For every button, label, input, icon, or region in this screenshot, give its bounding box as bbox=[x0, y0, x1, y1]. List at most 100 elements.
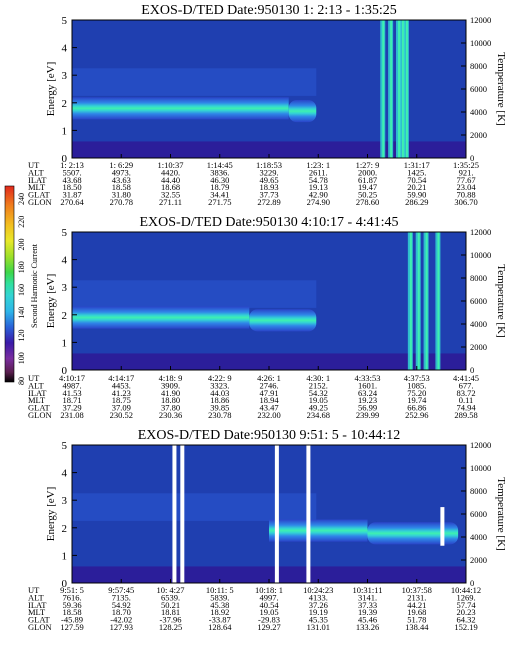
y-tick-label: 1 bbox=[62, 337, 68, 349]
table-cell: 4:14:17 bbox=[108, 373, 134, 383]
y2-tick-label: 12000 bbox=[470, 440, 491, 450]
colorbar-tick-label: 80 bbox=[17, 377, 26, 385]
table-cell: 31.80 bbox=[112, 190, 131, 200]
table-cell: 3141. bbox=[358, 592, 377, 602]
table-cell: 1:31:17 bbox=[404, 160, 430, 170]
table-row-label: GLON bbox=[28, 197, 52, 207]
table-cell: 4973. bbox=[112, 167, 131, 177]
table-cell: 19.13 bbox=[309, 182, 328, 192]
table-cell: -42.02 bbox=[110, 615, 132, 625]
table-cell: 1:27: 9 bbox=[356, 160, 380, 170]
y-axis-label: Energy [eV] bbox=[45, 274, 57, 328]
table-cell: 5507. bbox=[62, 167, 81, 177]
table-cell: 677. bbox=[459, 380, 474, 390]
table-row-label: ALT bbox=[28, 592, 45, 602]
table-cell: 10: 4:27 bbox=[156, 585, 184, 595]
table-cell: 129.27 bbox=[257, 622, 280, 632]
table-row-label: ALT bbox=[28, 380, 45, 390]
table-cell: 230.78 bbox=[208, 410, 231, 420]
energy-spike-core bbox=[409, 232, 412, 370]
table-cell: 1: 2:13 bbox=[60, 160, 84, 170]
table-cell: 128.64 bbox=[208, 622, 232, 632]
panel-1 bbox=[71, 19, 467, 159]
table-row-label: GLON bbox=[28, 410, 52, 420]
table-cell: 1:14:45 bbox=[207, 160, 233, 170]
table-cell: 19.74 bbox=[407, 395, 427, 405]
energy-spike-core bbox=[437, 232, 440, 370]
table-cell: 75.20 bbox=[407, 388, 426, 398]
energy-band bbox=[72, 97, 289, 120]
table-cell: 127.93 bbox=[110, 622, 133, 632]
table-cell: 19.23 bbox=[358, 395, 377, 405]
table-cell: 4997. bbox=[259, 592, 278, 602]
table-cell: 10:24:23 bbox=[303, 585, 333, 595]
panel-title: EXOS-D/TED Date:950130 9:51: 5 - 10:44:1… bbox=[138, 428, 400, 443]
table-cell: 57.74 bbox=[456, 600, 476, 610]
y2-tick-label: 0 bbox=[470, 365, 474, 375]
table-cell: 50.21 bbox=[161, 600, 180, 610]
table-cell: 63.24 bbox=[358, 388, 378, 398]
table-cell: 5839. bbox=[210, 592, 229, 602]
table-cell: 7135. bbox=[112, 592, 131, 602]
table-cell: 286.29 bbox=[405, 197, 428, 207]
table-cell: 3836. bbox=[210, 167, 229, 177]
table-cell: 271.11 bbox=[159, 197, 182, 207]
table-cell: 4:37:53 bbox=[404, 373, 430, 383]
table-cell: 4:33:53 bbox=[355, 373, 381, 383]
y2-tick-label: 4000 bbox=[470, 107, 487, 117]
low-energy-strip bbox=[72, 353, 466, 370]
colorbar-tick-label: 180 bbox=[17, 261, 26, 273]
table-row-label: GLAT bbox=[28, 615, 51, 625]
table-cell: 0.11 bbox=[459, 395, 474, 405]
energy-spike-core bbox=[382, 20, 385, 158]
table-cell: -45.89 bbox=[61, 615, 83, 625]
table-cell: 54.78 bbox=[309, 175, 328, 185]
table-cell: 45.46 bbox=[358, 615, 377, 625]
table-cell: 61.87 bbox=[358, 175, 377, 185]
table-cell: 2611. bbox=[309, 167, 328, 177]
table-cell: 10:11: 5 bbox=[206, 585, 234, 595]
table-cell: 1085. bbox=[407, 380, 426, 390]
panel-2 bbox=[71, 231, 467, 371]
table-cell: 37.73 bbox=[259, 190, 278, 200]
table-cell: 51.78 bbox=[407, 615, 426, 625]
panel-title: EXOS-D/TED Date:950130 4:10:17 - 4:41:45 bbox=[140, 215, 399, 230]
table-cell: 239.99 bbox=[356, 410, 379, 420]
colorbar-tick-label: 220 bbox=[17, 216, 26, 228]
y-tick-label: 1 bbox=[62, 550, 68, 562]
table-cell: 4:41:45 bbox=[453, 373, 479, 383]
table-row-label: GLAT bbox=[28, 403, 51, 413]
table-cell: 230.36 bbox=[159, 410, 182, 420]
table-cell: 1:18:53 bbox=[256, 160, 282, 170]
table-cell: 37.29 bbox=[62, 403, 81, 413]
table-cell: 20.21 bbox=[407, 182, 426, 192]
table-cell: 3909. bbox=[161, 380, 180, 390]
table-cell: 18.94 bbox=[259, 395, 279, 405]
table-cell: 131.01 bbox=[307, 622, 330, 632]
table-cell: 18.79 bbox=[210, 182, 229, 192]
table-cell: 4:30: 1 bbox=[306, 373, 330, 383]
y2-tick-label: 0 bbox=[470, 153, 474, 163]
y-tick-label: 4 bbox=[62, 255, 68, 267]
table-cell: -29.83 bbox=[258, 615, 280, 625]
table-cell: 1425. bbox=[407, 167, 426, 177]
mid-shade bbox=[72, 280, 317, 308]
table-cell: 18.58 bbox=[112, 182, 131, 192]
table-cell: 54.32 bbox=[309, 388, 328, 398]
table-row-label: MLT bbox=[28, 395, 46, 405]
y2-tick-label: 12000 bbox=[470, 227, 491, 237]
table-cell: 2131. bbox=[407, 592, 426, 602]
energy-band bbox=[288, 100, 317, 123]
table-cell: 47.91 bbox=[259, 388, 278, 398]
table-cell: -33.87 bbox=[209, 615, 231, 625]
panel-3 bbox=[71, 444, 467, 584]
table-cell: 70.54 bbox=[407, 175, 427, 185]
y-tick-label: 0 bbox=[62, 153, 68, 165]
panel-title: EXOS-D/TED Date:950130 1: 2:13 - 1:35:25 bbox=[141, 3, 396, 18]
y2-tick-label: 10000 bbox=[470, 250, 491, 260]
y2-tick-label: 10000 bbox=[470, 38, 491, 48]
table-cell: 41.23 bbox=[112, 388, 131, 398]
y-tick-label: 0 bbox=[62, 578, 68, 590]
table-cell: 19.19 bbox=[309, 607, 328, 617]
table-row-label: MLT bbox=[28, 607, 46, 617]
